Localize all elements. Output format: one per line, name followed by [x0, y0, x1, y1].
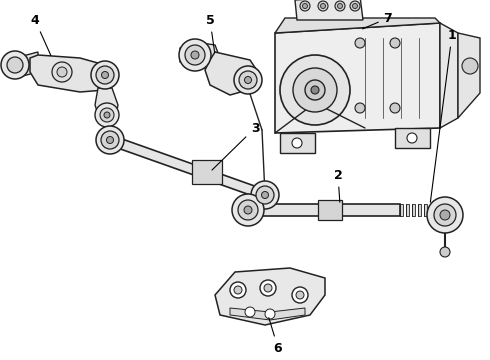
- Circle shape: [239, 71, 257, 89]
- Polygon shape: [295, 0, 363, 20]
- Circle shape: [185, 45, 205, 65]
- Circle shape: [7, 57, 23, 73]
- Circle shape: [106, 136, 114, 144]
- Circle shape: [245, 77, 251, 84]
- Circle shape: [96, 126, 124, 154]
- Polygon shape: [215, 268, 325, 325]
- Circle shape: [440, 210, 450, 220]
- Circle shape: [338, 4, 343, 9]
- Circle shape: [434, 204, 456, 226]
- Polygon shape: [275, 23, 440, 133]
- Circle shape: [91, 61, 119, 89]
- Circle shape: [238, 200, 258, 220]
- Circle shape: [234, 286, 242, 294]
- Circle shape: [256, 186, 274, 204]
- Polygon shape: [205, 52, 260, 95]
- Circle shape: [300, 1, 310, 11]
- Circle shape: [335, 1, 345, 11]
- Circle shape: [462, 58, 478, 74]
- Circle shape: [293, 68, 337, 112]
- Circle shape: [311, 86, 319, 94]
- Circle shape: [52, 62, 72, 82]
- Circle shape: [101, 131, 119, 149]
- Circle shape: [245, 307, 255, 317]
- Circle shape: [234, 66, 262, 94]
- Circle shape: [390, 103, 400, 113]
- Circle shape: [104, 112, 110, 118]
- Circle shape: [390, 38, 400, 48]
- Polygon shape: [406, 204, 409, 216]
- Circle shape: [230, 282, 246, 298]
- Circle shape: [262, 192, 269, 198]
- Circle shape: [292, 138, 302, 148]
- Polygon shape: [248, 204, 400, 216]
- Text: 4: 4: [31, 14, 51, 55]
- Circle shape: [355, 38, 365, 48]
- Circle shape: [100, 108, 114, 122]
- Polygon shape: [15, 52, 38, 78]
- Polygon shape: [280, 133, 315, 153]
- Circle shape: [179, 39, 211, 71]
- Circle shape: [244, 206, 252, 214]
- Circle shape: [320, 4, 325, 9]
- Text: 6: 6: [269, 318, 282, 355]
- Polygon shape: [30, 55, 110, 92]
- Text: 2: 2: [334, 168, 343, 202]
- Circle shape: [318, 1, 328, 11]
- Polygon shape: [230, 308, 305, 320]
- Polygon shape: [95, 88, 118, 125]
- Circle shape: [350, 1, 360, 11]
- Polygon shape: [400, 204, 403, 216]
- Circle shape: [280, 55, 350, 125]
- Text: 5: 5: [206, 14, 215, 52]
- Polygon shape: [418, 204, 421, 216]
- Circle shape: [305, 80, 325, 100]
- Polygon shape: [275, 18, 440, 33]
- Circle shape: [292, 287, 308, 303]
- Polygon shape: [318, 200, 342, 220]
- Circle shape: [232, 194, 264, 226]
- Polygon shape: [412, 204, 415, 216]
- Text: 3: 3: [212, 122, 259, 170]
- Polygon shape: [395, 128, 430, 148]
- Circle shape: [355, 103, 365, 113]
- Polygon shape: [192, 160, 222, 184]
- Circle shape: [296, 291, 304, 299]
- Circle shape: [251, 181, 279, 209]
- Circle shape: [302, 4, 308, 9]
- Circle shape: [440, 247, 450, 257]
- Circle shape: [191, 51, 199, 59]
- Circle shape: [427, 197, 463, 233]
- Polygon shape: [180, 42, 220, 68]
- Text: 1: 1: [430, 28, 456, 202]
- Polygon shape: [424, 204, 427, 216]
- Circle shape: [96, 66, 114, 84]
- Circle shape: [260, 280, 276, 296]
- Circle shape: [407, 133, 417, 143]
- Polygon shape: [108, 135, 267, 200]
- Text: 7: 7: [363, 12, 392, 29]
- Circle shape: [264, 284, 272, 292]
- Circle shape: [1, 51, 29, 79]
- Circle shape: [265, 309, 275, 319]
- Polygon shape: [440, 23, 458, 128]
- Circle shape: [352, 4, 358, 9]
- Circle shape: [101, 72, 108, 78]
- Polygon shape: [458, 33, 480, 118]
- Circle shape: [95, 103, 119, 127]
- Circle shape: [57, 67, 67, 77]
